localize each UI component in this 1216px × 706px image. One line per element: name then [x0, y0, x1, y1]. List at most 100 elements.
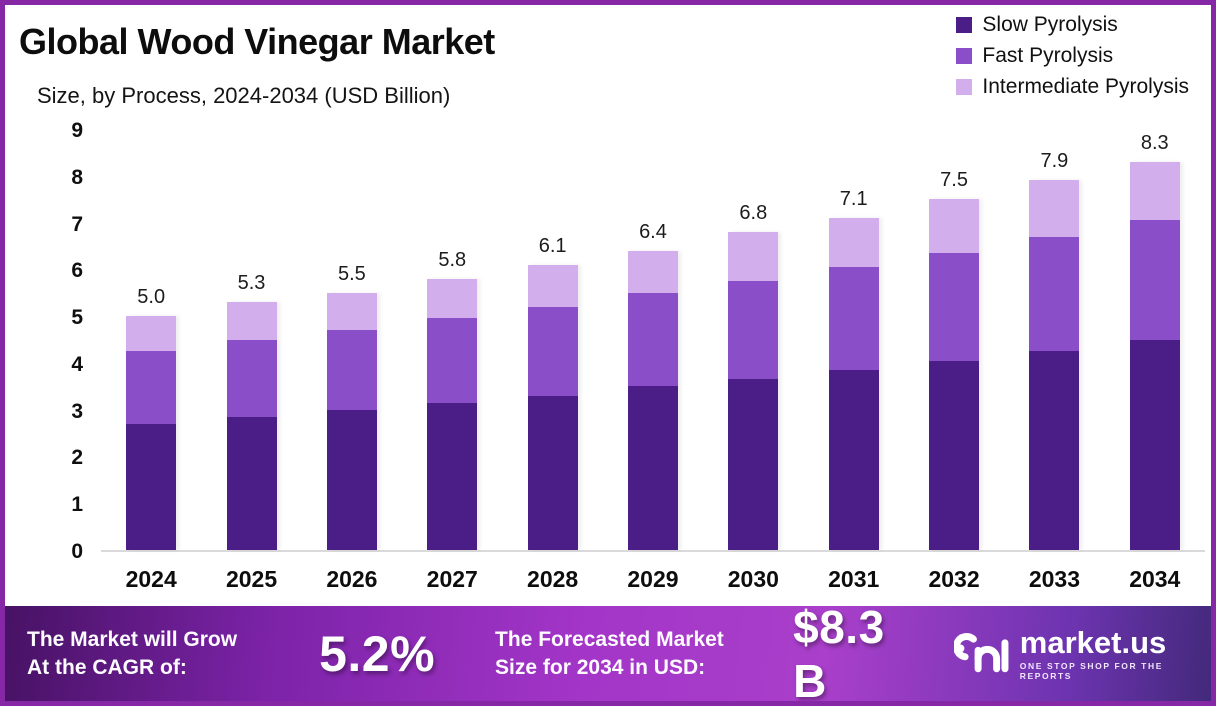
legend-label: Fast Pyrolysis [982, 44, 1114, 67]
stacked-bar-chart: 0 1 2 3 4 5 6 7 8 9 5.0 5.3 5.5 5.8 6.1 6.4 6.8 7.1 7.5 7.… [19, 119, 1207, 595]
x-tick-label-2034: 2034 [1129, 566, 1181, 592]
bars-row: 5.0 5.3 5.5 5.8 6.1 6.4 6.8 7.1 7.5 7.9 8.3 [101, 131, 1205, 550]
x-axis: 2024 2025 2026 2027 2028 2029 2030 2031 2032 2033… [101, 566, 1205, 593]
footer-banner: The Market will Grow At the CAGR of: 5.2… [5, 601, 1211, 701]
bar-segment-intermediate-pyrolysis[interactable] [1029, 180, 1080, 237]
x-tick-label-2028: 2028 [527, 566, 579, 592]
bar-segment-fast-pyrolysis[interactable] [1129, 220, 1180, 340]
bar-group-2028: 6.1 [502, 131, 602, 550]
bar-segment-intermediate-pyrolysis[interactable] [527, 264, 578, 307]
bar-segment-fast-pyrolysis[interactable] [427, 318, 478, 403]
plot-area: 5.0 5.3 5.5 5.8 6.1 6.4 6.8 7.1 7.5 7.9 8.3 [101, 131, 1205, 552]
bar-segment-intermediate-pyrolysis[interactable] [728, 231, 779, 282]
bar-segment-fast-pyrolysis[interactable] [126, 351, 177, 424]
brand-text: market.us ONE STOP SHOP FOR THE REPORTS [1020, 627, 1211, 681]
y-tick-label: 8 [71, 165, 83, 189]
bar-group-2034: 8.3 [1105, 131, 1205, 550]
bar-segment-intermediate-pyrolysis[interactable] [929, 199, 980, 253]
legend-item-1: Fast Pyrolysis [956, 44, 1189, 68]
cagr-label: The Market will Grow At the CAGR of: [27, 626, 291, 681]
y-tick-label: 7 [71, 212, 83, 236]
bar-segment-intermediate-pyrolysis[interactable] [828, 217, 879, 267]
forecast-label-line1: The Forecasted Market [495, 628, 724, 652]
bar-segment-slow-pyrolysis[interactable] [728, 379, 779, 550]
legend-swatch-icon [956, 79, 973, 95]
bar-segment-slow-pyrolysis[interactable] [1129, 339, 1180, 550]
bar-group-2026: 5.5 [302, 131, 402, 550]
bar-total-label: 5.5 [337, 262, 366, 285]
bar-total-label: 8.3 [1140, 131, 1169, 154]
stacked-bar-2026[interactable] [326, 292, 377, 550]
bar-segment-slow-pyrolysis[interactable] [226, 416, 277, 550]
y-tick-label: 0 [71, 540, 83, 563]
stacked-bar-2033[interactable] [1029, 180, 1080, 550]
x-tick-label-2027: 2027 [426, 566, 478, 592]
bar-total-label: 7.9 [1040, 150, 1069, 173]
brand-block: market.us ONE STOP SHOP FOR THE REPORTS [954, 627, 1211, 681]
bar-segment-slow-pyrolysis[interactable] [929, 360, 980, 550]
legend-item-2: Intermediate Pyrolysis [956, 75, 1189, 99]
stacked-bar-2025[interactable] [226, 302, 277, 550]
bar-segment-intermediate-pyrolysis[interactable] [1129, 161, 1180, 221]
x-tick-label-2026: 2026 [326, 566, 378, 592]
forecast-label: The Forecasted Market Size for 2034 in U… [495, 626, 783, 681]
bar-group-2032: 7.5 [904, 131, 1004, 550]
bar-group-2033: 7.9 [1004, 131, 1104, 550]
bar-segment-slow-pyrolysis[interactable] [828, 369, 879, 550]
bar-segment-slow-pyrolysis[interactable] [627, 386, 678, 550]
forecast-label-line2: Size for 2034 in USD: [495, 655, 706, 679]
stacked-bar-2031[interactable] [828, 217, 879, 550]
bar-segment-fast-pyrolysis[interactable] [226, 339, 277, 417]
market-us-logo-icon [954, 632, 1009, 672]
bar-total-label: 7.1 [839, 187, 868, 210]
bar-group-2024: 5.0 [101, 131, 201, 550]
stacked-bar-2032[interactable] [929, 199, 980, 550]
y-tick-label: 1 [71, 493, 83, 517]
stacked-bar-2028[interactable] [527, 264, 578, 550]
bar-segment-fast-pyrolysis[interactable] [929, 252, 980, 361]
stacked-bar-2024[interactable] [126, 316, 177, 550]
bar-segment-fast-pyrolysis[interactable] [1029, 236, 1080, 352]
y-tick-label: 5 [71, 306, 83, 330]
legend-label: Intermediate Pyrolysis [982, 75, 1189, 98]
bar-segment-fast-pyrolysis[interactable] [627, 292, 678, 387]
stacked-bar-2034[interactable] [1129, 161, 1180, 550]
bar-segment-fast-pyrolysis[interactable] [527, 306, 578, 396]
bar-segment-slow-pyrolysis[interactable] [427, 402, 478, 550]
bar-segment-slow-pyrolysis[interactable] [1029, 351, 1080, 550]
bar-segment-fast-pyrolysis[interactable] [728, 281, 779, 380]
y-tick-label: 9 [71, 119, 83, 142]
cagr-value: 5.2% [319, 625, 436, 682]
y-tick-label: 2 [71, 446, 83, 470]
stacked-bar-2027[interactable] [427, 278, 478, 550]
bar-segment-intermediate-pyrolysis[interactable] [627, 250, 678, 293]
bar-total-label: 6.1 [538, 234, 567, 257]
cagr-label-line1: The Market will Grow [27, 628, 238, 652]
bar-total-label: 6.8 [739, 201, 768, 224]
bar-segment-intermediate-pyrolysis[interactable] [326, 292, 377, 331]
bar-segment-slow-pyrolysis[interactable] [326, 409, 377, 550]
bar-segment-slow-pyrolysis[interactable] [527, 395, 578, 550]
bar-segment-intermediate-pyrolysis[interactable] [226, 302, 277, 340]
bar-segment-slow-pyrolysis[interactable] [126, 423, 177, 550]
stacked-bar-2030[interactable] [728, 231, 779, 550]
bar-total-label: 6.4 [639, 220, 667, 243]
y-tick-label: 4 [71, 352, 83, 376]
bar-segment-intermediate-pyrolysis[interactable] [427, 278, 478, 319]
legend-item-0: Slow Pyrolysis [956, 13, 1189, 37]
x-tick-label-2032: 2032 [928, 566, 980, 592]
bar-total-label: 5.3 [237, 272, 266, 295]
stacked-bar-2029[interactable] [627, 250, 678, 550]
x-tick-label-2029: 2029 [627, 566, 679, 592]
cagr-label-line2: At the CAGR of: [27, 655, 187, 679]
bar-segment-fast-pyrolysis[interactable] [326, 330, 377, 410]
x-tick-label-2033: 2033 [1028, 566, 1080, 592]
bar-segment-fast-pyrolysis[interactable] [828, 267, 879, 370]
bar-segment-intermediate-pyrolysis[interactable] [126, 316, 177, 352]
x-tick-label-2025: 2025 [225, 566, 278, 592]
bar-group-2030: 6.8 [703, 131, 803, 550]
forecast-value: $8.3 B [793, 600, 885, 706]
page-title: Global Wood Vinegar Market [19, 21, 495, 62]
bar-total-label: 5.8 [438, 248, 467, 271]
brand-tagline: ONE STOP SHOP FOR THE REPORTS [1019, 660, 1163, 681]
